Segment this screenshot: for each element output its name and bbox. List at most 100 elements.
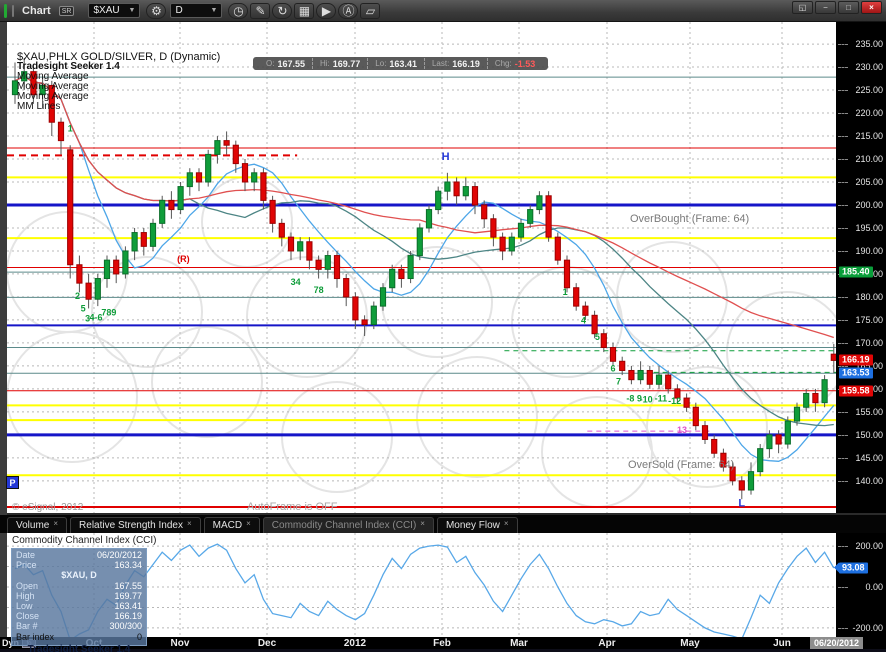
tab-commodity-channel-index-cci-[interactable]: Commodity Channel Index (CCI) ×: [262, 517, 434, 533]
cci-tick-label: 0.00: [865, 582, 883, 592]
auto-run-icon-button[interactable]: Ⓐ: [338, 2, 359, 19]
tab-label: Commodity Channel Index (CCI): [271, 520, 417, 531]
legend-line-2: Moving Average: [17, 71, 89, 82]
data-window-value: 163.41: [114, 601, 142, 612]
data-window-row-open: Open 167.55: [16, 581, 142, 591]
data-window-row-price: Price 163.34: [16, 560, 142, 570]
data-window-value: 166.19: [114, 611, 142, 622]
data-window-label: Open: [16, 580, 39, 591]
price-tick-label: 145.00: [855, 452, 883, 463]
minimize-button[interactable]: −: [815, 1, 836, 14]
svg-text:13: 13: [677, 425, 687, 435]
tab-relative-strength-index[interactable]: Relative Strength Index ×: [70, 517, 201, 533]
main-chart-area[interactable]: 1 2 5 3 4-6 789 (R) 34 78 H 1 4 5 6 7 -8 9 -10 -11 -12 13 L …: [7, 22, 836, 513]
price-tick-label: 195.00: [855, 222, 883, 233]
axis-tick-dash: [838, 342, 848, 344]
svg-text:1: 1: [563, 287, 568, 297]
time-template-icon-button[interactable]: ◷: [228, 2, 249, 19]
legend-line-5: MM Lines: [17, 101, 61, 112]
axis-tick-dash: [838, 136, 848, 137]
legend-line-0: $XAU,PHLX GOLD/SILVER, D (Dynamic): [17, 51, 221, 63]
price-tick-label: 170.00: [855, 337, 883, 348]
time-template-icon: ◷: [233, 3, 244, 18]
svg-text:5: 5: [81, 304, 86, 314]
interval-value: D: [175, 5, 183, 16]
quote-board-icon-button[interactable]: ▦: [294, 2, 315, 19]
tab-money-flow[interactable]: Money Flow ×: [436, 517, 518, 533]
price-tick-label: 190.00: [855, 245, 883, 256]
price-tick-label: 205.00: [855, 176, 883, 187]
data-window-value: 300/300: [109, 621, 142, 632]
axis-tick-dash: [838, 113, 848, 115]
close-button[interactable]: ×: [861, 1, 882, 14]
tab-close-icon[interactable]: ×: [420, 519, 425, 528]
tab-close-icon[interactable]: ×: [186, 519, 192, 528]
data-window-value: 167.55: [114, 580, 142, 591]
chevron-down-icon[interactable]: ▼: [128, 7, 136, 14]
price-badge-166.19: 166.19: [839, 354, 873, 366]
quote-summary-bar[interactable]: O: 167.55 Hi: 169.77 Lo: 163.41 Last: 166.19 Chg…: [253, 57, 549, 70]
axis-tick-dash: [838, 457, 848, 459]
cci-axis[interactable]: 200.00 0.00 -200.00 93.08: [836, 533, 886, 637]
legend-line-1: Tradesight Seeker 1.4: [17, 61, 120, 72]
price-tick-label: 155.00: [855, 406, 883, 417]
tab-macd[interactable]: MACD ×: [203, 517, 260, 533]
cci-tick-dash: [838, 587, 848, 588]
axis-tick-dash: [838, 159, 848, 160]
legend-line-4: Moving Average: [17, 91, 89, 102]
price-tick-label: 210.00: [855, 154, 883, 164]
cci-title: Commodity Channel Index (CCI): [12, 535, 157, 546]
time-axis[interactable]: Dyn fo 06/20/2012 OctNovDec2012FebMarApr…: [0, 637, 886, 649]
eraser-icon: ▱: [365, 3, 376, 18]
cci-canvas[interactable]: [7, 533, 836, 637]
data-window-value: 169.77: [114, 590, 142, 601]
tab-volume[interactable]: Volume ×: [7, 517, 68, 533]
svg-text:-12: -12: [668, 396, 681, 406]
play-icon-button[interactable]: ▶: [316, 2, 337, 19]
interval-input[interactable]: D ▼: [170, 3, 223, 18]
data-window-value: 06/20/2012: [96, 550, 142, 560]
eraser-icon-button[interactable]: ▱: [360, 2, 381, 19]
data-window-label: Date: [16, 550, 36, 560]
axis-tick-dash: [838, 204, 848, 206]
window-grip[interactable]: [12, 4, 14, 17]
tab-close-icon[interactable]: ×: [53, 519, 59, 528]
cci-value-badge: 93.08: [839, 562, 868, 574]
tab-close-icon[interactable]: ×: [246, 519, 251, 528]
maximize-button[interactable]: □: [838, 1, 859, 14]
axis-tick-dash: [838, 480, 848, 482]
data-window-row-high: High 169.77: [16, 591, 142, 601]
link-channel-badge[interactable]: SR: [58, 5, 75, 16]
svg-text:78: 78: [314, 285, 324, 295]
price-tick-label: 200.00: [855, 199, 883, 210]
cci-tick-dash: [838, 627, 848, 629]
draw-icon-button[interactable]: ✎: [250, 2, 271, 19]
svg-text:1: 1: [68, 123, 73, 133]
data-window-row-symbol: $XAU, D: [61, 570, 97, 581]
draw-icon: ✎: [255, 3, 266, 18]
svg-text:4-6: 4-6: [89, 312, 102, 322]
pivot-marker-badge: P: [6, 476, 19, 489]
chart-toolbar: Chart SR $XAU ▼ ⚙ D ▼ ◷ ✎ ↻ ▦ ▶ Ⓐ ▱ ◱ − □ ×: [0, 0, 886, 22]
svg-text:3: 3: [85, 314, 90, 324]
svg-text:7: 7: [616, 377, 621, 387]
tab-close-icon[interactable]: ×: [503, 519, 509, 528]
symbol-input[interactable]: $XAU ▼: [88, 3, 141, 18]
month-label-feb: Feb: [433, 638, 451, 649]
quote-label: Last:: [431, 59, 450, 68]
oversold-label: OverSold (Frame: 64): [628, 459, 735, 471]
reload-icon-button[interactable]: ↻: [272, 2, 293, 19]
quote-label: Chg:: [494, 59, 512, 68]
data-window-overlay[interactable]: Date 06/20/2012 Price 163.34 $XAU, D Open 167.…: [11, 548, 147, 652]
chevron-down-icon[interactable]: ▼: [210, 7, 218, 14]
dyn-mode-label: Dyn: [2, 638, 19, 648]
symbol-settings-button[interactable]: ⚙: [146, 2, 167, 19]
window-left-border: [0, 22, 7, 649]
window-handle[interactable]: [4, 3, 7, 18]
quote-value: 163.41: [389, 58, 417, 69]
price-axis[interactable]: 140.00145.00150.00155.00160.00165.00170.…: [836, 22, 886, 513]
popout-button[interactable]: ◱: [792, 1, 813, 14]
mm-lines-layer: [7, 76, 836, 509]
